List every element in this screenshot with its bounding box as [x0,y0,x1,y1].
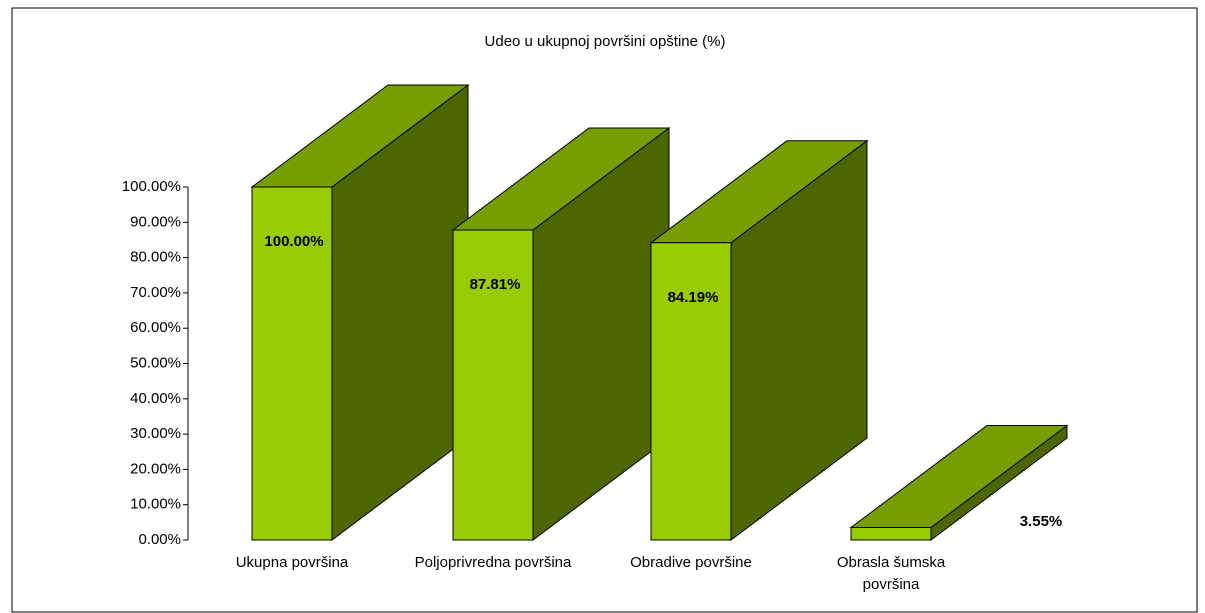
bar [250,84,470,541]
bar-front [850,526,932,541]
y-tick-label: 20.00% [130,460,181,477]
bar [849,424,1069,541]
value-label: 3.55% [1020,513,1063,530]
y-tick-label: 0.00% [138,531,181,548]
bar [451,127,671,541]
x-tick-label: Obradive površine [630,554,752,571]
y-tick-label: 40.00% [130,390,181,407]
bar-front [650,242,732,541]
y-tick-label: 90.00% [130,213,181,230]
chart-border [11,7,1198,613]
bar-front [452,229,534,541]
x-tick-label: Ukupna površina [235,554,349,571]
bar [649,139,869,541]
y-tick-label: 100.00% [122,178,181,195]
chart-title: Udeo u ukupnoj površini opštine (%) [485,33,726,50]
value-label: 100.00% [264,233,323,250]
y-tick-label: 80.00% [130,249,181,266]
value-label: 87.81% [470,276,521,293]
value-label: 84.19% [668,289,719,306]
x-tick-label: Obrasla šumska površina [836,554,946,593]
y-tick-label: 30.00% [130,425,181,442]
y-tick-label: 50.00% [130,354,181,371]
bar-front [251,186,333,541]
y-tick-label: 60.00% [130,319,181,336]
y-tick-label: 70.00% [130,284,181,301]
y-tick-label: 10.00% [130,496,181,513]
x-tick-label: Poljoprivredna površina [414,554,572,571]
